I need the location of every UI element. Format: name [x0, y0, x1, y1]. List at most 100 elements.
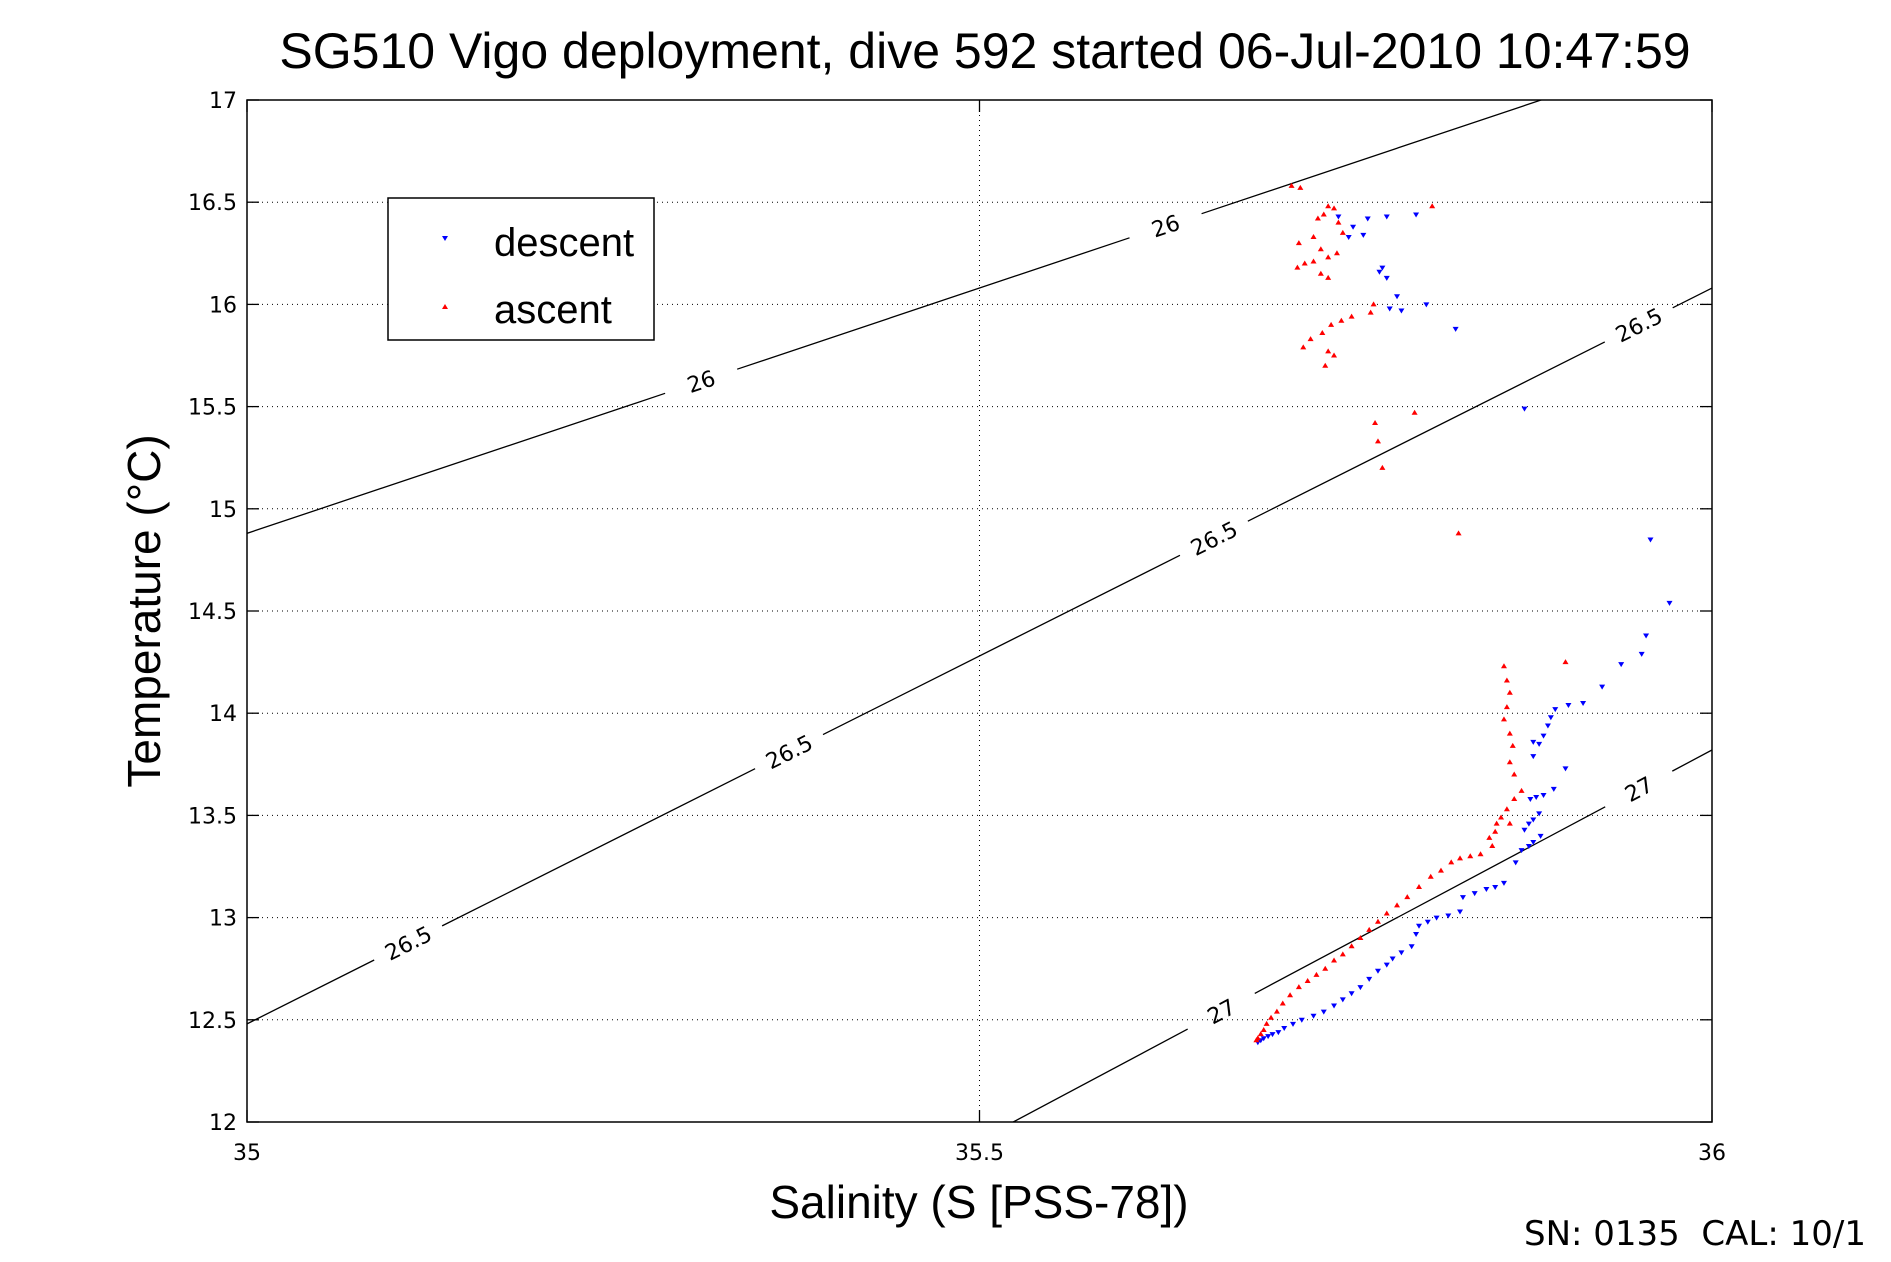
descent-point — [1638, 651, 1645, 657]
descent-point — [1547, 715, 1554, 721]
ascent-point — [1383, 910, 1390, 916]
ascent-point — [1477, 851, 1484, 857]
descent-point — [1530, 754, 1537, 760]
ascent-point — [1357, 935, 1364, 941]
ascent-point — [1366, 926, 1373, 932]
contour-label: 26 — [1149, 211, 1183, 244]
ascent-point — [1263, 1020, 1270, 1026]
ascent-point — [1325, 274, 1332, 280]
ascent-point — [1374, 918, 1381, 924]
ascent-point — [1314, 215, 1321, 221]
y-tick-label: 12.5 — [188, 1009, 237, 1034]
ascent-point — [1467, 853, 1474, 859]
descent-point — [1433, 915, 1440, 921]
ascent-point — [1370, 301, 1377, 307]
descent-point — [1290, 1021, 1297, 1027]
ascent-point — [1313, 971, 1320, 977]
descent-point — [1265, 1034, 1272, 1040]
ascent-point — [1325, 348, 1332, 354]
descent-point — [1348, 991, 1355, 997]
ascent-point — [1374, 438, 1381, 444]
contour-label: 26.5 — [381, 922, 436, 966]
ascent-point — [1427, 873, 1434, 879]
legend-ascent-marker — [442, 304, 448, 309]
contour-label: 26.5 — [1187, 517, 1242, 561]
ascent-point — [1411, 409, 1418, 415]
ascent-point — [1300, 344, 1307, 350]
y-tick-label: 17 — [209, 89, 237, 114]
ascent-point — [1506, 759, 1513, 765]
ascent-point — [1489, 843, 1496, 849]
x-axis-label: Salinity (S [PSS-78]) — [769, 1176, 1188, 1228]
ascent-point — [1288, 182, 1295, 188]
descent-point — [1459, 895, 1466, 901]
descent-point — [1445, 913, 1452, 919]
descent-point — [1383, 214, 1390, 220]
ascent-point — [1268, 1014, 1275, 1020]
ascent-point — [1335, 219, 1342, 225]
contour-line — [1254, 806, 1606, 994]
descent-point — [1281, 1025, 1288, 1031]
descent-point — [1331, 1003, 1338, 1009]
ascent-point — [1493, 820, 1500, 826]
ascent-point — [1500, 716, 1507, 722]
descent-point — [1527, 797, 1534, 803]
descent-point — [1424, 919, 1431, 925]
ascent-point — [1260, 1027, 1267, 1033]
ascent-point — [1506, 820, 1513, 826]
ascent-point — [1437, 867, 1444, 873]
descent-point — [1298, 1017, 1305, 1023]
descent-point — [1413, 931, 1420, 937]
descent-point — [1389, 956, 1396, 962]
ascent-point — [1322, 965, 1329, 971]
descent-point — [1530, 817, 1537, 823]
ascent-point — [1503, 677, 1510, 683]
descent-point — [1540, 733, 1547, 739]
y-tick-label: 16.5 — [188, 191, 237, 216]
contour-line — [441, 768, 756, 927]
ascent-point — [1338, 317, 1345, 323]
ascent-point — [1455, 530, 1462, 536]
ascent-point — [1317, 246, 1324, 252]
ascent-point — [1253, 1037, 1260, 1043]
ascent-point — [1404, 894, 1411, 900]
descent-point — [1398, 308, 1405, 314]
legend: descent ascent — [387, 197, 655, 341]
descent-point — [1357, 985, 1364, 991]
descent-point — [1599, 684, 1606, 690]
descent-point — [1550, 786, 1557, 792]
descent-point — [1269, 1032, 1276, 1038]
descent-point — [1383, 962, 1390, 968]
descent-point — [1666, 600, 1673, 606]
descent-point — [1647, 537, 1654, 543]
ascent-point — [1448, 859, 1455, 865]
descent-point — [1530, 839, 1537, 845]
ascent-point — [1294, 264, 1301, 270]
descent-point — [1565, 703, 1572, 709]
ascent-point — [1506, 730, 1513, 736]
ascent-point — [1506, 689, 1513, 695]
ascent-point — [1325, 254, 1332, 260]
descent-point — [1452, 326, 1459, 332]
ascent-point — [1297, 184, 1304, 190]
legend-box — [387, 197, 655, 341]
contour-line — [1247, 341, 1606, 522]
legend-descent-marker — [442, 236, 448, 241]
ascent-point — [1348, 943, 1355, 949]
descent-point — [1423, 302, 1430, 308]
contour-line — [1012, 1028, 1188, 1122]
y-tick-label: 14 — [209, 702, 237, 727]
ascent-point — [1503, 704, 1510, 710]
contour-label: 26.5 — [1612, 304, 1667, 348]
ascent-point — [1348, 313, 1355, 319]
contour-label: 26 — [684, 366, 718, 399]
descent-point — [1345, 234, 1352, 240]
ascent-point — [1416, 883, 1422, 889]
descent-point — [1310, 1013, 1317, 1019]
descent-point — [1457, 909, 1464, 915]
ascent-point — [1287, 992, 1294, 998]
y-axis-label: Temperature (°C) — [118, 434, 170, 787]
descent-point — [1544, 723, 1551, 729]
descent-point — [1518, 848, 1525, 854]
